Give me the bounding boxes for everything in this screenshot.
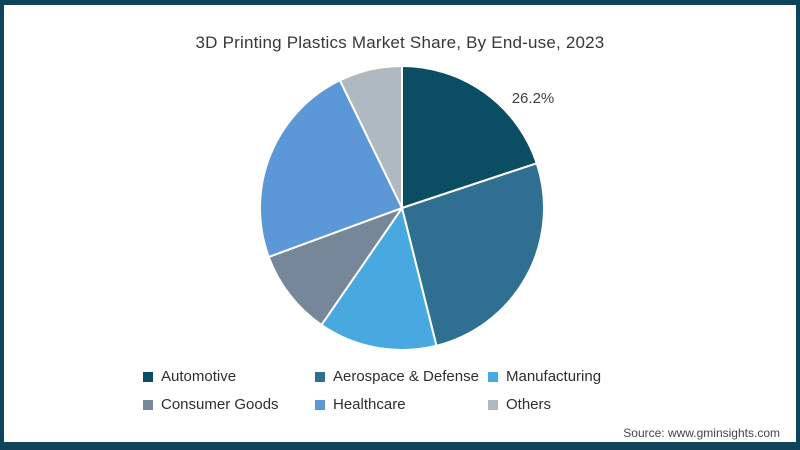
legend: Automotive Aerospace & Defense Manufactu… xyxy=(143,367,698,414)
legend-label: Manufacturing xyxy=(506,368,602,385)
source-text: Source: www.gminsights.com xyxy=(623,426,780,440)
legend-item: Consumer Goods xyxy=(143,395,315,414)
pie-slice-healthcare xyxy=(259,79,403,258)
pie-slice-consumer-goods xyxy=(267,207,403,326)
legend-item: Aerospace & Defense xyxy=(315,367,488,386)
legend-swatch-icon xyxy=(143,399,153,410)
legend-swatch-icon xyxy=(143,371,153,382)
frame-border-bottom xyxy=(0,442,800,450)
legend-swatch-icon xyxy=(315,371,325,382)
legend-item: Healthcare xyxy=(315,395,488,414)
legend-label: Automotive xyxy=(161,368,237,385)
pie-slice-aerospace-defense xyxy=(401,162,545,347)
frame-border-top xyxy=(0,0,800,5)
frame-border-left xyxy=(0,0,4,450)
legend-label: Aerospace & Defense xyxy=(333,368,479,385)
chart-title: 3D Printing Plastics Market Share, By En… xyxy=(195,33,605,52)
legend-item: Others xyxy=(488,395,698,414)
legend-label: Healthcare xyxy=(333,396,406,413)
legend-swatch-icon xyxy=(488,399,498,410)
legend-item: Automotive xyxy=(143,367,315,386)
pie-chart xyxy=(259,65,545,351)
pie-slice-others xyxy=(338,65,403,209)
legend-label: Others xyxy=(506,396,552,413)
legend-swatch-icon xyxy=(488,371,498,382)
data-label: 26.2% xyxy=(511,90,555,107)
pie-slice-automotive xyxy=(401,65,538,209)
legend-swatch-icon xyxy=(315,399,325,410)
pie-slice-manufacturing xyxy=(320,207,438,351)
legend-label: Consumer Goods xyxy=(161,396,279,413)
frame-border-right xyxy=(796,0,800,450)
legend-item: Manufacturing xyxy=(488,367,698,386)
